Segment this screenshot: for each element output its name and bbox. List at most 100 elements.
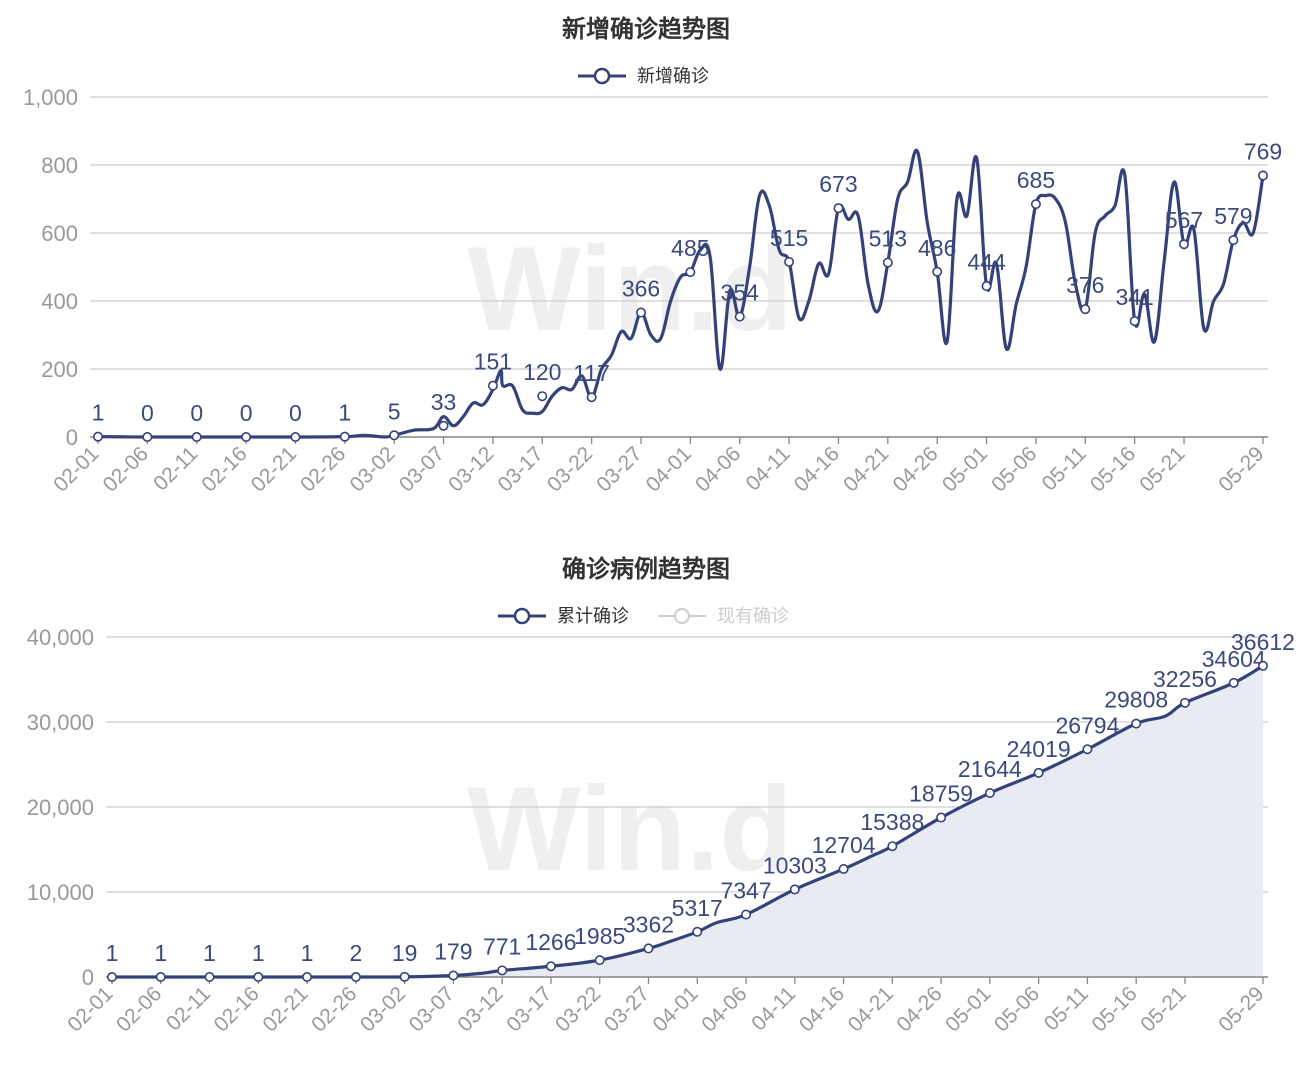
x-tick-label: 04-16 bbox=[795, 982, 849, 1036]
legend-label-current[interactable]: 现有确诊 bbox=[717, 606, 789, 627]
data-point[interactable] bbox=[399, 971, 410, 982]
data-point[interactable] bbox=[204, 971, 215, 982]
data-point[interactable] bbox=[438, 420, 449, 431]
legend[interactable]: 新增确诊 bbox=[578, 66, 709, 87]
x-tick-label: 04-11 bbox=[741, 442, 794, 495]
data-point[interactable] bbox=[984, 788, 995, 799]
data-point[interactable] bbox=[734, 311, 745, 322]
x-tick-label: 05-01 bbox=[941, 982, 995, 1036]
data-label: 117 bbox=[573, 360, 610, 386]
data-label: 444 bbox=[967, 249, 1006, 275]
data-point[interactable] bbox=[142, 431, 153, 442]
data-point[interactable] bbox=[155, 971, 166, 982]
data-label: 567 bbox=[1165, 207, 1203, 233]
data-label: 19 bbox=[392, 940, 418, 966]
data-label: 0 bbox=[289, 400, 302, 426]
data-point[interactable] bbox=[594, 955, 605, 966]
data-point[interactable] bbox=[389, 430, 400, 441]
data-point[interactable] bbox=[537, 391, 548, 402]
data-point[interactable] bbox=[1030, 199, 1041, 210]
data-label: 26794 bbox=[1055, 712, 1119, 738]
x-tick-label: 02-26 bbox=[296, 442, 350, 496]
data-point[interactable] bbox=[741, 909, 752, 920]
x-tick-label: 04-26 bbox=[888, 442, 942, 496]
x-tick-label: 04-01 bbox=[642, 442, 696, 496]
data-point[interactable] bbox=[1131, 718, 1142, 729]
legend-label[interactable]: 新增确诊 bbox=[637, 66, 709, 87]
legend-label-cumulative[interactable]: 累计确诊 bbox=[557, 606, 629, 627]
data-label: 376 bbox=[1066, 272, 1104, 298]
x-tick-label: 02-16 bbox=[210, 982, 264, 1036]
data-point[interactable] bbox=[448, 970, 459, 981]
data-label: 1 bbox=[301, 940, 314, 966]
data-label: 32256 bbox=[1153, 666, 1217, 692]
data-point[interactable] bbox=[93, 431, 104, 442]
data-point[interactable] bbox=[887, 841, 898, 852]
data-label: 24019 bbox=[1007, 736, 1071, 762]
data-point[interactable] bbox=[290, 431, 301, 442]
x-tick-label: 04-11 bbox=[747, 982, 800, 1035]
data-label: 771 bbox=[483, 933, 521, 959]
data-label: 2 bbox=[349, 940, 362, 966]
data-label: 1 bbox=[92, 400, 105, 426]
data-point[interactable] bbox=[191, 431, 202, 442]
data-point[interactable] bbox=[784, 256, 795, 267]
data-label: 0 bbox=[190, 400, 203, 426]
data-label: 673 bbox=[819, 171, 857, 197]
x-tick-label: 05-29 bbox=[1214, 982, 1268, 1036]
y-axis: 0 200 400 600 800 1,000 bbox=[23, 85, 78, 450]
data-point[interactable] bbox=[685, 267, 696, 278]
data-point[interactable] bbox=[1179, 239, 1190, 250]
data-point[interactable] bbox=[487, 380, 498, 391]
data-point[interactable] bbox=[838, 864, 849, 875]
data-point[interactable] bbox=[1082, 744, 1093, 755]
data-point[interactable] bbox=[1228, 235, 1239, 246]
data-point[interactable] bbox=[882, 257, 893, 268]
x-tick-label: 04-21 bbox=[839, 442, 893, 496]
x-axis: 02-0102-0602-1102-1602-2102-2603-0203-07… bbox=[63, 976, 1269, 1037]
data-point[interactable] bbox=[1080, 304, 1091, 315]
x-tick-label: 03-12 bbox=[453, 982, 507, 1036]
data-point[interactable] bbox=[339, 431, 350, 442]
x-tick-label: 03-02 bbox=[345, 442, 399, 496]
data-point[interactable] bbox=[643, 943, 654, 954]
data-point[interactable] bbox=[692, 926, 703, 937]
y-tick-label: 400 bbox=[41, 289, 78, 314]
data-point[interactable] bbox=[1179, 697, 1190, 708]
data-point[interactable] bbox=[241, 431, 252, 442]
x-tick-label: 02-21 bbox=[247, 442, 301, 496]
data-point[interactable] bbox=[302, 971, 313, 982]
data-point[interactable] bbox=[636, 307, 647, 318]
x-tick-label: 03-12 bbox=[444, 442, 498, 496]
data-point[interactable] bbox=[1033, 767, 1044, 778]
x-tick-label: 02-01 bbox=[63, 982, 117, 1036]
y-tick-label: 200 bbox=[41, 357, 78, 382]
data-point[interactable] bbox=[107, 971, 118, 982]
x-tick-label: 02-21 bbox=[258, 982, 312, 1036]
legend[interactable]: 累计确诊 现有确诊 bbox=[498, 606, 789, 627]
series-line bbox=[97, 148, 1265, 439]
data-point[interactable] bbox=[1258, 170, 1269, 181]
data-label: 1266 bbox=[525, 929, 576, 955]
x-tick-label: 04-06 bbox=[697, 982, 751, 1036]
data-point[interactable] bbox=[545, 961, 556, 972]
data-point[interactable] bbox=[586, 392, 597, 403]
data-point[interactable] bbox=[350, 971, 361, 982]
x-tick-label: 03-27 bbox=[592, 442, 646, 496]
data-point[interactable] bbox=[789, 884, 800, 895]
data-point[interactable] bbox=[1228, 677, 1239, 688]
data-point[interactable] bbox=[253, 971, 264, 982]
data-point[interactable] bbox=[1258, 660, 1269, 671]
data-point[interactable] bbox=[936, 812, 947, 823]
data-point[interactable] bbox=[981, 281, 992, 292]
x-tick-label: 05-06 bbox=[990, 982, 1044, 1036]
x-tick-label: 05-16 bbox=[1087, 982, 1141, 1036]
data-point[interactable] bbox=[932, 266, 943, 277]
data-label: 486 bbox=[918, 235, 956, 261]
data-label: 34604 bbox=[1202, 646, 1266, 672]
data-point[interactable] bbox=[497, 965, 508, 976]
data-point[interactable] bbox=[1129, 316, 1140, 327]
data-label: 1 bbox=[106, 940, 119, 966]
x-tick-label: 05-29 bbox=[1214, 442, 1268, 496]
data-point[interactable] bbox=[833, 203, 844, 214]
